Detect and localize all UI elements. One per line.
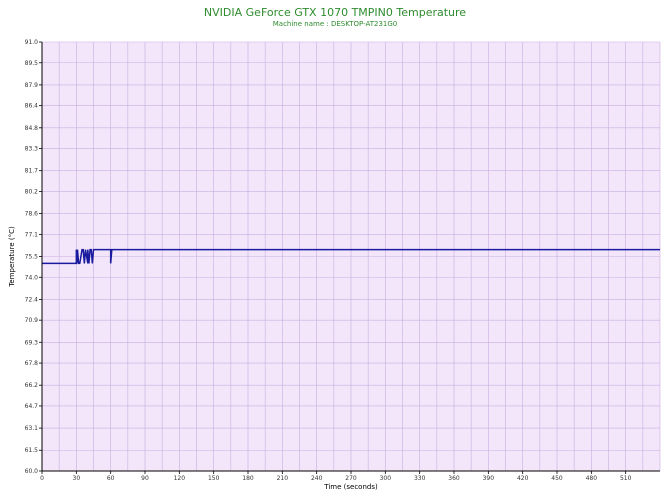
axis-ticks: 0 30 60 90 120 150 180 210 240 270 300 330 360 390 420… <box>25 39 632 482</box>
y-tick-label: 64.7 <box>25 403 39 410</box>
y-tick-label: 69.3 <box>25 339 39 346</box>
x-tick-label: 180 <box>242 475 254 482</box>
y-tick-label: 74.0 <box>25 274 39 281</box>
series-layer <box>42 248 660 265</box>
y-tick-label: 80.2 <box>25 188 39 195</box>
y-tick-label: 72.4 <box>25 296 39 303</box>
x-tick-label: 240 <box>311 475 323 482</box>
x-tick-label: 480 <box>586 475 598 482</box>
x-axis-label: Time (seconds) <box>323 483 378 491</box>
temperature-series-line <box>42 248 660 265</box>
x-tick-label: 450 <box>551 475 563 482</box>
y-tick-label: 81.7 <box>25 168 39 175</box>
y-tick-label: 84.8 <box>25 125 39 132</box>
x-tick-label: 150 <box>208 475 220 482</box>
y-tick-label: 86.4 <box>25 103 39 110</box>
x-tick-label: 360 <box>448 475 460 482</box>
y-tick-label: 77.1 <box>25 231 39 238</box>
chart-title: NVIDIA GeForce GTX 1070 TMPIN0 Temperatu… <box>203 6 467 19</box>
y-tick-label: 91.0 <box>25 39 39 46</box>
y-tick-label: 83.3 <box>25 146 39 153</box>
x-tick-label: 210 <box>277 475 289 482</box>
x-tick-label: 60 <box>107 475 115 482</box>
chart-subtitle: Machine name : DESKTOP-AT231G0 <box>272 20 398 28</box>
x-tick-label: 270 <box>345 475 357 482</box>
y-tick-label: 66.2 <box>25 382 39 389</box>
x-tick-label: 330 <box>414 475 426 482</box>
y-tick-label: 78.6 <box>25 211 39 218</box>
x-tick-label: 510 <box>620 475 632 482</box>
x-tick-label: 390 <box>483 475 495 482</box>
x-tick-label: 300 <box>380 475 392 482</box>
y-tick-label: 60.0 <box>25 468 39 475</box>
y-tick-label: 67.8 <box>25 360 39 367</box>
x-tick-label: 90 <box>141 475 149 482</box>
y-tick-label: 75.5 <box>25 254 39 261</box>
y-axis-label: Temperature (°C) <box>8 226 16 288</box>
y-tick-label: 89.5 <box>25 60 39 67</box>
y-tick-label: 61.5 <box>25 447 39 454</box>
x-tick-label: 30 <box>73 475 81 482</box>
y-tick-label: 87.9 <box>25 82 39 89</box>
y-tick-label: 70.9 <box>25 317 39 324</box>
x-tick-label: 120 <box>174 475 186 482</box>
x-tick-label: 420 <box>517 475 529 482</box>
x-tick-label: 0 <box>40 475 44 482</box>
y-tick-label: 63.1 <box>25 425 39 432</box>
